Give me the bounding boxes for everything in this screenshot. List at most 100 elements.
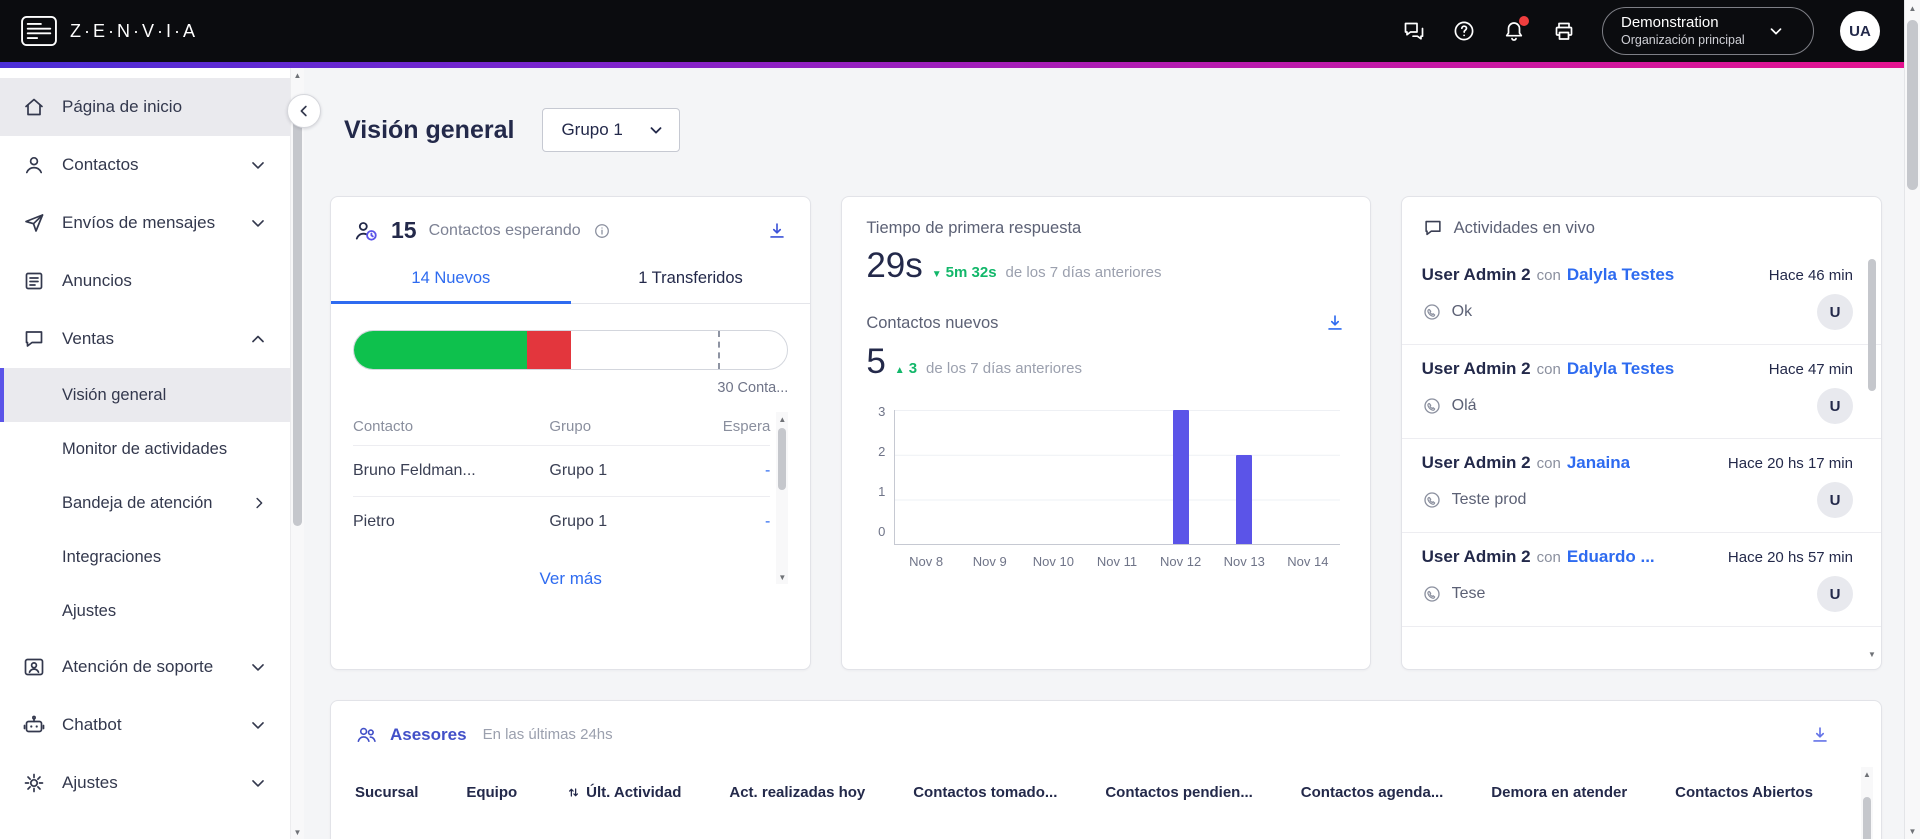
scrollbar-track[interactable] (291, 82, 304, 825)
sidebar-scrollbar[interactable]: ▲ ▼ (290, 68, 304, 839)
activity-con: con (1536, 267, 1561, 284)
scrollbar-track[interactable] (1861, 781, 1873, 839)
chart-x-tick: Nov 9 (972, 554, 1007, 569)
sidebar-item-vision-general[interactable]: Visión general (0, 368, 290, 422)
tab-transferidos[interactable]: 1 Transferidos (638, 269, 743, 287)
column-header-ult-actividad[interactable]: Últ. Actividad (565, 784, 681, 801)
scrollbar-track[interactable] (776, 426, 788, 570)
chevron-up-icon (248, 329, 268, 349)
sidebar-item-label: Página de inicio (62, 97, 183, 116)
dashboard-cards: 15 Contactos esperando 14 Nuevos 1 Tra (330, 196, 1882, 670)
waiting-count: 15 (391, 217, 417, 243)
scrollbar-thumb[interactable] (1867, 259, 1876, 391)
page-scrollbar[interactable]: ▲ ▼ (1904, 0, 1920, 839)
scroll-up-arrow[interactable]: ▲ (1908, 3, 1917, 13)
page-header: Visión general Grupo 1 (344, 104, 1882, 156)
conversations-icon[interactable] (1402, 19, 1426, 43)
scroll-down-arrow[interactable]: ▼ (293, 827, 302, 837)
sidebar-item-contactos[interactable]: Contactos (0, 136, 290, 194)
new-contacts-label: Contactos nuevos (866, 313, 999, 332)
sidebar-item-home[interactable]: Página de inicio (0, 78, 290, 136)
table-row[interactable]: Bruno Feldman... Grupo 1 - (353, 445, 771, 496)
activities-scrollbar[interactable]: ▼ (1866, 259, 1878, 661)
scrollbar-thumb[interactable] (293, 96, 302, 526)
organization-selector[interactable]: Demonstration Organización principal (1602, 7, 1814, 55)
chart-bar (1172, 410, 1189, 544)
activity-item[interactable]: User Admin 2 con Janaina Hace 20 hs 17 m… (1401, 439, 1881, 533)
download-icon[interactable] (1324, 312, 1346, 334)
column-header-contactos-pendientes: Contactos pendien... (1105, 784, 1253, 801)
chart-x-tick: Nov 8 (909, 554, 944, 569)
sidebar-item-ventas-ajustes[interactable]: Ajustes (0, 584, 290, 638)
tab-nuevos[interactable]: 14 Nuevos (331, 256, 571, 304)
scroll-down-arrow[interactable]: ▼ (1908, 826, 1917, 836)
person-clock-icon (353, 218, 379, 244)
advisors-title: Asesores (390, 724, 467, 744)
page-title: Visión general (344, 115, 515, 144)
waiting-table-scrollbar[interactable]: ▲ ▼ (776, 412, 789, 584)
scroll-up-arrow[interactable]: ▲ (778, 414, 787, 424)
activity-contact-link[interactable]: Janaina (1566, 453, 1631, 472)
scrollbar-thumb[interactable] (1863, 797, 1871, 839)
chevron-down-icon (248, 155, 268, 175)
table-row[interactable]: Pietro Grupo 1 - (353, 496, 771, 547)
download-icon[interactable] (766, 220, 788, 242)
advisors-scrollbar[interactable]: ▲ (1861, 767, 1873, 839)
help-icon[interactable] (1452, 19, 1476, 43)
gear-icon (22, 771, 46, 795)
advisors-card: Asesores En las últimas 24hs Sucursal Eq… (330, 700, 1882, 839)
sidebar-item-label: Anuncios (62, 271, 132, 290)
scroll-up-arrow[interactable]: ▲ (293, 70, 302, 80)
scrollbar-track[interactable] (1905, 16, 1920, 823)
group-filter-select[interactable]: Grupo 1 (542, 108, 680, 152)
scroll-down-arrow[interactable]: ▼ (778, 572, 787, 582)
print-icon[interactable] (1552, 19, 1576, 43)
sidebar-item-ventas[interactable]: Ventas (0, 310, 290, 368)
column-header-contacto: Contacto (353, 418, 414, 435)
sidebar-item-envios[interactable]: Envíos de mensajes (0, 194, 290, 252)
response-delta: ▼ 5m 32s (931, 264, 997, 281)
scrollbar-thumb[interactable] (778, 428, 787, 490)
live-activities-card: Actividades en vivo User Admin 2 con Dal… (1400, 196, 1882, 670)
activity-contact-link[interactable]: Dalyla Testes (1566, 265, 1675, 284)
sidebar-collapse-button[interactable] (287, 94, 321, 128)
chevron-down-icon (647, 121, 665, 139)
sidebar-item-ajustes[interactable]: Ajustes (0, 754, 290, 812)
org-subtitle: Organización principal (1621, 33, 1745, 47)
scrollbar-thumb[interactable] (1907, 20, 1918, 190)
sidebar-item-label: Envíos de mensajes (62, 213, 216, 232)
chart-bar-slot (1149, 410, 1212, 544)
chart-x-tick: Nov 10 (1032, 554, 1074, 569)
sidebar-item-chatbot[interactable]: Chatbot (0, 696, 290, 754)
chart-bar-slot (1022, 410, 1085, 544)
waiting-label: Contactos esperando (428, 221, 581, 239)
activity-contact-link[interactable]: Eduardo ... (1566, 547, 1655, 566)
home-icon (22, 95, 46, 119)
sidebar-item-label: Atención de soporte (62, 657, 214, 676)
sidebar-item-soporte[interactable]: Atención de soporte (0, 638, 290, 696)
see-more-link[interactable]: Ver más (539, 569, 602, 588)
scroll-up-arrow[interactable]: ▲ (1863, 769, 1871, 779)
activity-item[interactable]: User Admin 2 con Dalyla Testes Hace 47 m… (1401, 345, 1881, 439)
activity-time: Hace 20 hs 57 min (1727, 549, 1853, 566)
cell-group: Grupo 1 (549, 513, 608, 530)
notifications-icon[interactable] (1502, 16, 1529, 43)
sidebar-item-anuncios[interactable]: Anuncios (0, 252, 290, 310)
advisors-subtitle: En las últimas 24hs (482, 726, 613, 743)
activity-con: con (1536, 361, 1561, 378)
info-icon[interactable] (593, 222, 611, 240)
sidebar-item-monitor-actividades[interactable]: Monitor de actividades (0, 422, 290, 476)
activity-item[interactable]: User Admin 2 con Eduardo ... Hace 20 hs … (1401, 533, 1881, 627)
chart-y-tick: 2 (878, 444, 886, 459)
sidebar-item-bandeja-atencion[interactable]: Bandeja de atención (0, 476, 290, 530)
scroll-down-arrow[interactable]: ▼ (1868, 649, 1876, 659)
waiting-table-body: Bruno Feldman... Grupo 1 - Pietro Grupo … (353, 445, 771, 547)
sidebar-item-integraciones[interactable]: Integraciones (0, 530, 290, 584)
activity-item[interactable]: User Admin 2 con Dalyla Testes Hace 46 m… (1401, 251, 1881, 345)
download-icon[interactable] (1809, 724, 1831, 746)
activity-contact-link[interactable]: Dalyla Testes (1566, 359, 1675, 378)
scrollbar-track[interactable] (1866, 259, 1878, 647)
topbar-actions: Demonstration Organización principal UA (1402, 7, 1880, 55)
user-avatar[interactable]: UA (1840, 11, 1880, 51)
response-value-row: 29s ▼ 5m 32s de los 7 días anteriores (866, 246, 1345, 286)
